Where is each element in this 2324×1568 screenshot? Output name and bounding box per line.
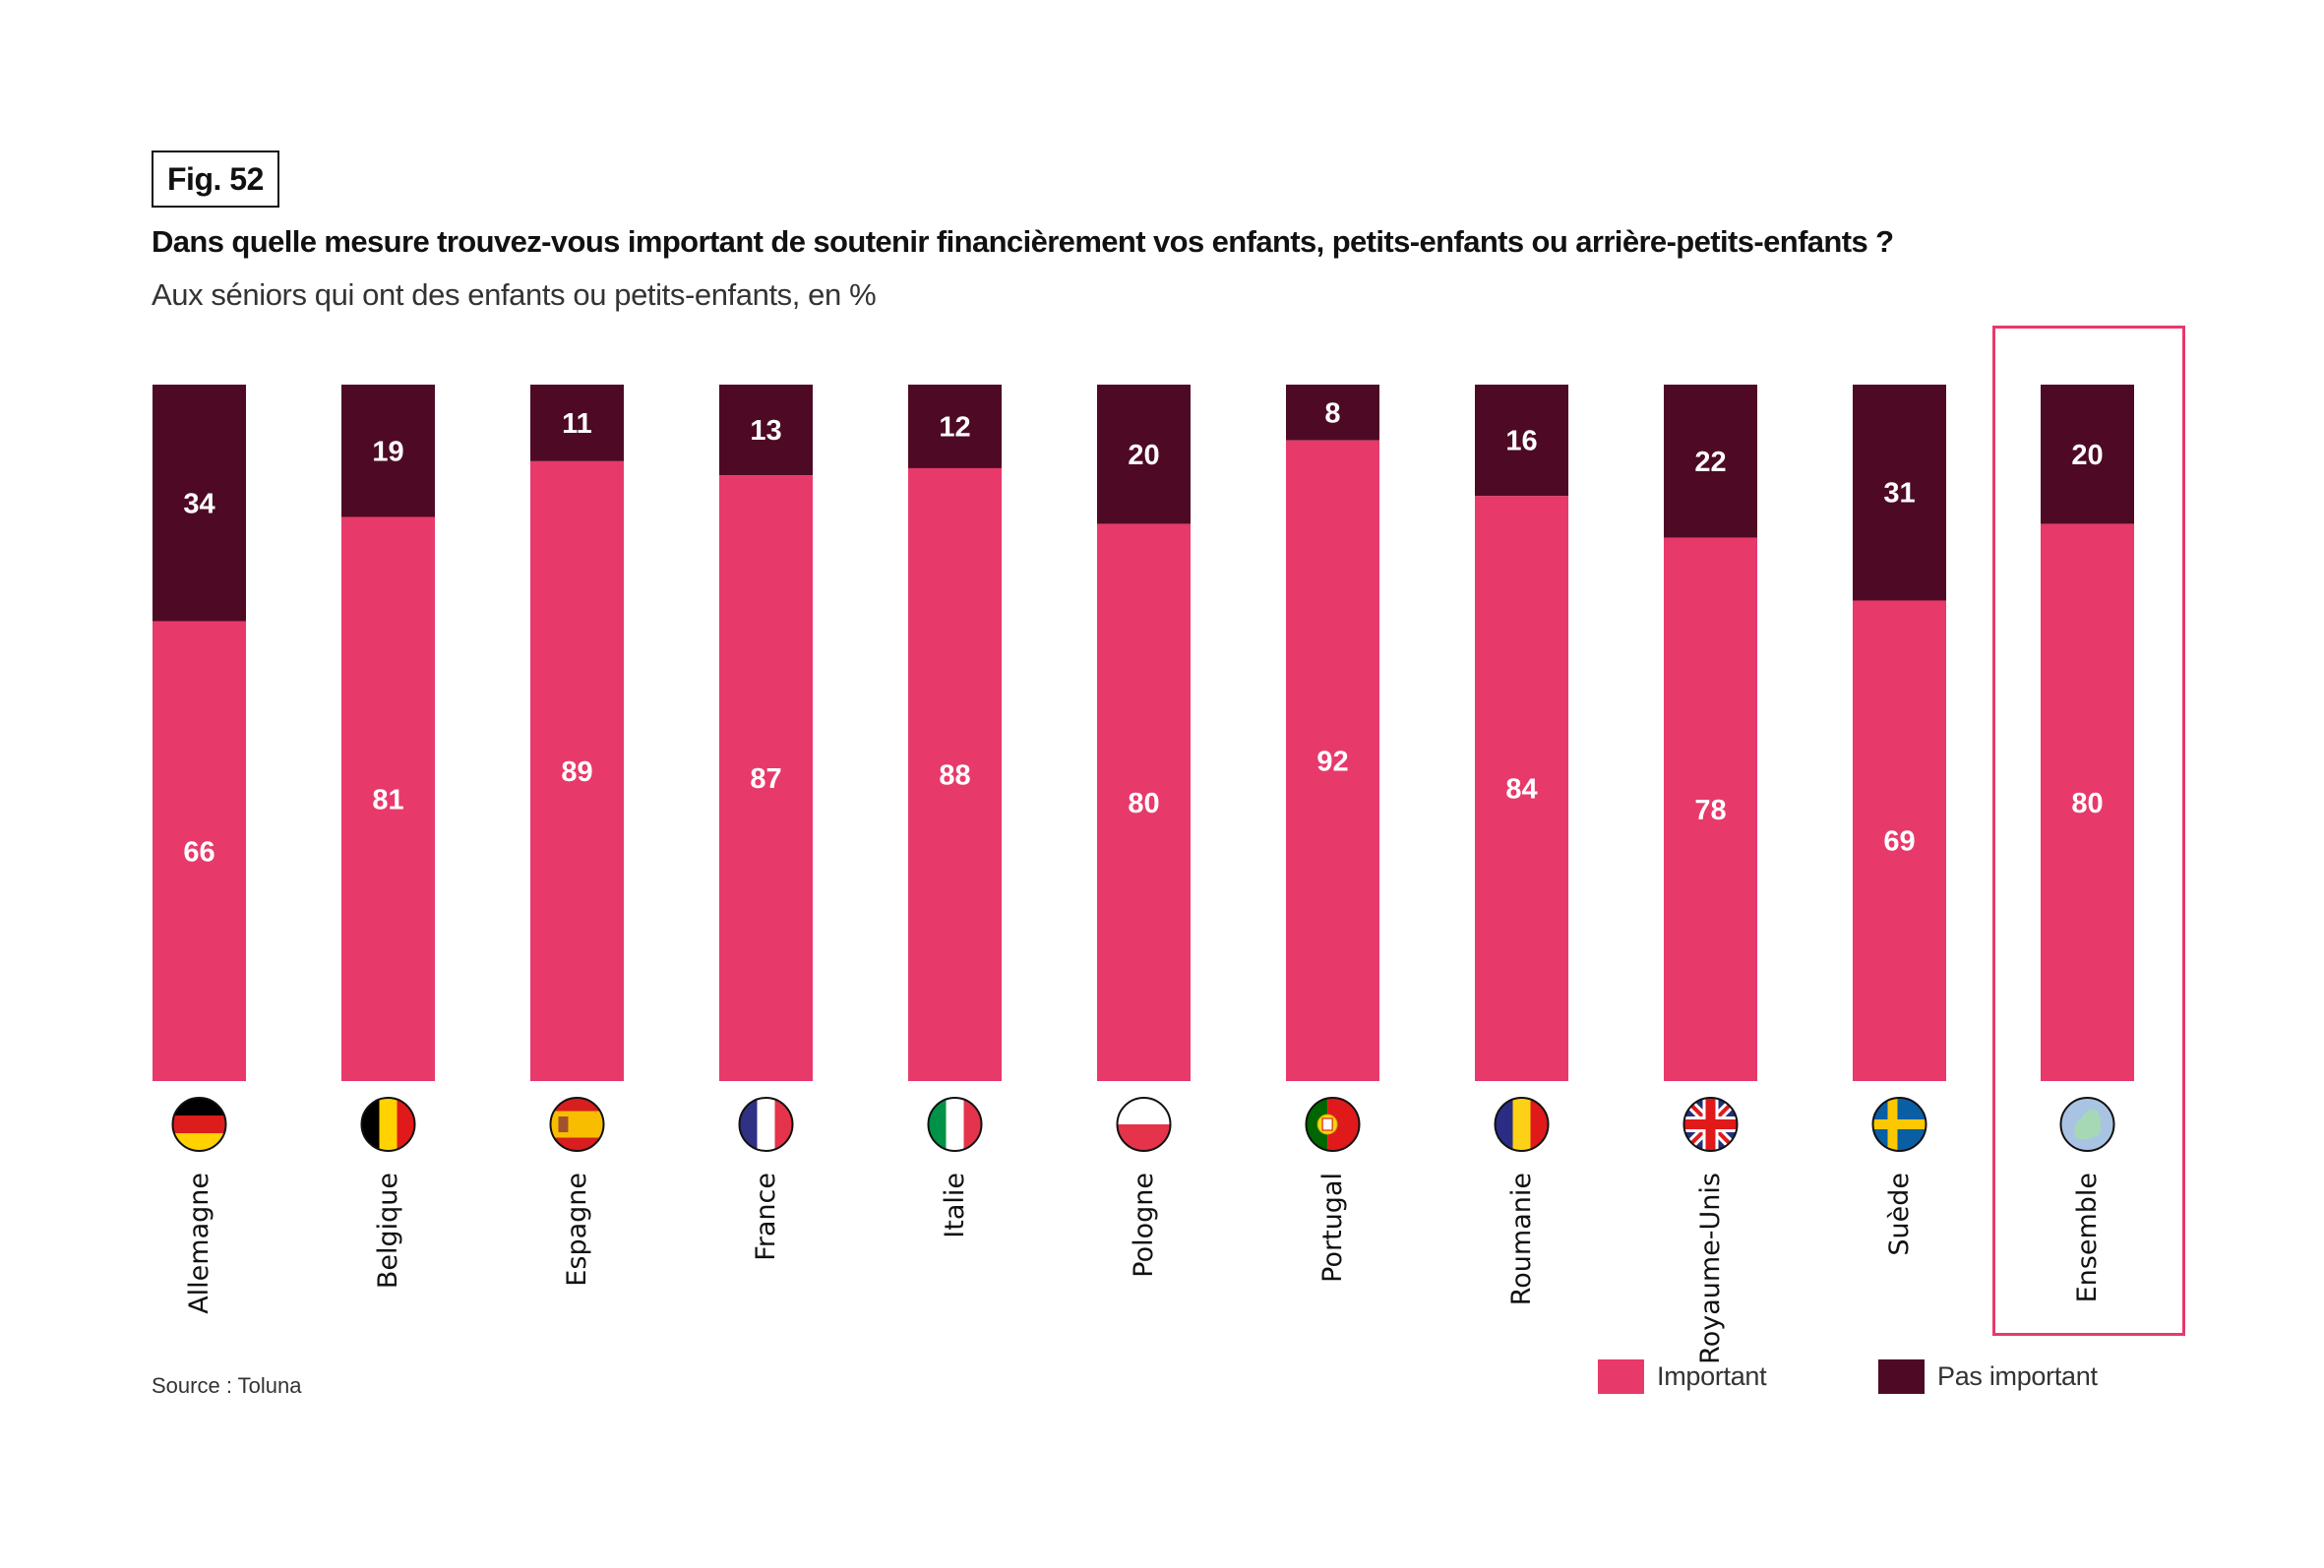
bar-segment-pas-important [1664, 385, 1757, 538]
legend-label-pas-important: Pas important [1937, 1361, 2098, 1391]
category-label: Italie [940, 1173, 970, 1238]
data-label-pas-important: 19 [372, 436, 403, 467]
data-label-pas-important: 11 [562, 408, 592, 440]
bar-group-belgique: 19 81 Belgique [341, 385, 435, 1289]
data-label-important: 89 [561, 756, 592, 788]
bar-segment-pas-important [1475, 385, 1568, 497]
bar-segment-pas-important [908, 385, 1002, 468]
category-label: Espagne [562, 1173, 592, 1287]
bar-group-su-de: 31 69 Suède [1853, 385, 1946, 1256]
chart-subtitle: Aux séniors qui ont des enfants ou petit… [152, 277, 877, 312]
flag-uk-icon [1682, 1097, 1739, 1152]
data-label-pas-important: 8 [1324, 397, 1340, 429]
flag-belgium-icon [360, 1097, 416, 1152]
category-label: Allemagne [184, 1173, 214, 1314]
bar-segment-pas-important [153, 385, 246, 622]
bar-segment-important [153, 621, 246, 1081]
flag-france-icon [738, 1097, 794, 1152]
bar-segment-pas-important [1286, 385, 1379, 441]
data-label-pas-important: 20 [1128, 440, 1159, 471]
bar-group-pologne: 20 80 Pologne [1097, 385, 1191, 1278]
bar-group-portugal: 8 92 Portugal [1286, 385, 1379, 1283]
bar-segment-important [530, 460, 624, 1081]
data-label-important: 92 [1316, 746, 1348, 777]
bar-group-roumanie: 16 84 Roumanie [1475, 385, 1568, 1305]
data-label-important: 81 [372, 784, 403, 815]
flag-spain-icon [549, 1097, 605, 1152]
bar-group-espagne: 11 89 Espagne [530, 385, 624, 1287]
bar-group-allemagne: 34 66 Allemagne [153, 385, 246, 1314]
category-label: Portugal [1317, 1173, 1348, 1283]
data-label-pas-important: 34 [183, 488, 214, 519]
category-label: France [751, 1173, 781, 1261]
data-label-important: 78 [1694, 795, 1726, 826]
bar-segment-important [1853, 600, 1946, 1081]
bar-segment-pas-important [719, 385, 813, 476]
bar-segment-important [719, 475, 813, 1081]
data-label-important: 84 [1505, 774, 1537, 806]
legend-swatch-pas-important [1878, 1359, 1925, 1394]
data-label-important: 69 [1883, 826, 1915, 858]
flag-poland-icon [1116, 1097, 1172, 1152]
data-label-important: 87 [750, 763, 781, 795]
data-label-important: 80 [2071, 788, 2103, 819]
data-label-pas-important: 22 [1694, 447, 1726, 478]
bar-segment-important [2041, 523, 2134, 1081]
bar-group-ensemble: 20 80 Ensemble [2041, 385, 2134, 1302]
legend-swatch-important [1598, 1359, 1644, 1394]
category-label: Ensemble [2072, 1173, 2103, 1302]
legend-item-pas-important: Pas important [1878, 1359, 2098, 1394]
globe-europe-icon [2059, 1097, 2115, 1152]
chart-title: Dans quelle mesure trouvez-vous importan… [152, 224, 1894, 259]
bar-segment-important [1664, 537, 1757, 1081]
flag-germany-icon [171, 1097, 227, 1152]
legend-item-important: Important [1598, 1359, 1767, 1394]
data-label-pas-important: 16 [1505, 426, 1537, 457]
flag-romania-icon [1494, 1097, 1550, 1152]
category-label: Pologne [1129, 1173, 1159, 1278]
bar-segment-important [1475, 496, 1568, 1081]
bar-segment-pas-important [341, 385, 435, 517]
figure-label: Fig. 52 [152, 151, 279, 208]
category-label: Roumanie [1506, 1173, 1537, 1305]
bar-segment-pas-important [1097, 385, 1191, 524]
bar-segment-pas-important [1853, 385, 1946, 601]
bar-segment-important [1097, 523, 1191, 1081]
flag-sweden-icon [1871, 1097, 1927, 1152]
data-label-pas-important: 31 [1883, 478, 1915, 510]
flag-portugal-icon [1305, 1097, 1361, 1152]
source-note: Source : Toluna [152, 1373, 302, 1398]
bar-group-royaume-unis: 22 78 Royaume-Unis [1664, 385, 1757, 1364]
data-label-pas-important: 20 [2071, 440, 2103, 471]
data-label-pas-important: 12 [939, 411, 970, 443]
flag-italy-icon [927, 1097, 983, 1152]
category-label: Belgique [373, 1173, 403, 1289]
data-label-important: 80 [1128, 788, 1159, 819]
bar-group-italie: 12 88 Italie [908, 385, 1002, 1238]
data-label-important: 66 [183, 836, 214, 868]
bar-segment-pas-important [2041, 385, 2134, 524]
bar-segment-important [1286, 440, 1379, 1081]
data-label-important: 88 [939, 759, 970, 791]
bar-segment-pas-important [530, 385, 624, 461]
bar-segment-important [341, 516, 435, 1081]
legend-label-important: Important [1657, 1361, 1767, 1391]
category-label: Suède [1884, 1173, 1915, 1256]
ensemble-highlight-box [1992, 326, 2185, 1336]
data-label-pas-important: 13 [750, 415, 781, 447]
bar-group-france: 13 87 France [719, 385, 813, 1261]
category-label: Royaume-Unis [1695, 1173, 1726, 1364]
bar-segment-important [908, 467, 1002, 1082]
